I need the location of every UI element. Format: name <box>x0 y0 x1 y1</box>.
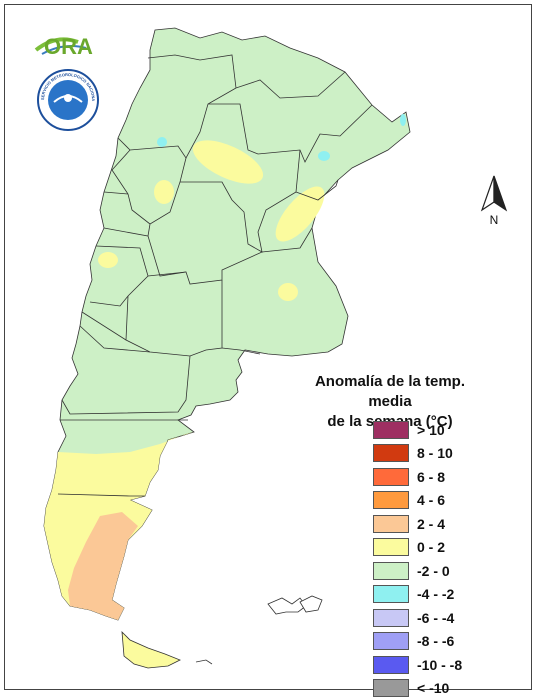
legend-label: -4 - -2 <box>417 586 454 602</box>
legend-item: 6 - 8 <box>373 465 462 489</box>
legend-item: < -10 <box>373 677 462 700</box>
legend-item: -2 - 0 <box>373 559 462 583</box>
legend-item: 0 - 2 <box>373 536 462 560</box>
legend-item: -8 - -6 <box>373 630 462 654</box>
legend-swatch <box>373 656 409 674</box>
legend-swatch <box>373 609 409 627</box>
legend-item: -6 - -4 <box>373 606 462 630</box>
legend-label: -8 - -6 <box>417 633 454 649</box>
legend-label: -2 - 0 <box>417 563 450 579</box>
legend-swatch <box>373 515 409 533</box>
legend-swatch <box>373 538 409 556</box>
legend-swatch <box>373 421 409 439</box>
legend-label: 6 - 8 <box>417 469 445 485</box>
legend-label: 8 - 10 <box>417 445 453 461</box>
anomaly-patch-cuyo-yellow <box>98 252 118 268</box>
anomaly-patch-west-yellow <box>154 180 174 204</box>
legend-swatch <box>373 562 409 580</box>
legend-item: 8 - 10 <box>373 442 462 466</box>
anomaly-patch-center-yellow <box>278 283 298 301</box>
legend-label: 4 - 6 <box>417 492 445 508</box>
legend-label: < -10 <box>417 680 449 696</box>
ora-logo-text: ORA <box>44 34 93 59</box>
anomaly-patch-cyan-3 <box>400 114 406 126</box>
legend-item: 2 - 4 <box>373 512 462 536</box>
anomaly-patch-cyan-2 <box>318 151 330 161</box>
legend-swatch <box>373 444 409 462</box>
legend-swatch <box>373 679 409 697</box>
ora-logo: ORA <box>34 28 106 64</box>
smn-seal-logo: SERVICIO METEOROLOGICO NACIONAL · ARGENT… <box>36 68 100 132</box>
legend: > 10 8 - 10 6 - 8 4 - 6 2 - 4 0 - 2 -2 -… <box>373 418 462 700</box>
legend-label: 2 - 4 <box>417 516 445 532</box>
legend-swatch <box>373 491 409 509</box>
south-islands <box>196 660 212 664</box>
legend-swatch <box>373 585 409 603</box>
legend-item: -10 - -8 <box>373 653 462 677</box>
anomaly-patch-cyan-1 <box>157 137 167 147</box>
north-arrow-label: N <box>490 213 499 227</box>
legend-swatch <box>373 632 409 650</box>
legend-title-line1: Anomalía de la temp. media <box>292 372 488 412</box>
legend-item: > 10 <box>373 418 462 442</box>
legend-label: 0 - 2 <box>417 539 445 555</box>
legend-label: > 10 <box>417 422 445 438</box>
legend-item: -4 - -2 <box>373 583 462 607</box>
legend-item: 4 - 6 <box>373 489 462 513</box>
north-arrow-icon: N <box>478 172 510 228</box>
malvinas-islands <box>268 596 322 614</box>
legend-swatch <box>373 468 409 486</box>
legend-label: -10 - -8 <box>417 657 462 673</box>
legend-label: -6 - -4 <box>417 610 454 626</box>
tierra-del-fuego <box>122 632 180 668</box>
